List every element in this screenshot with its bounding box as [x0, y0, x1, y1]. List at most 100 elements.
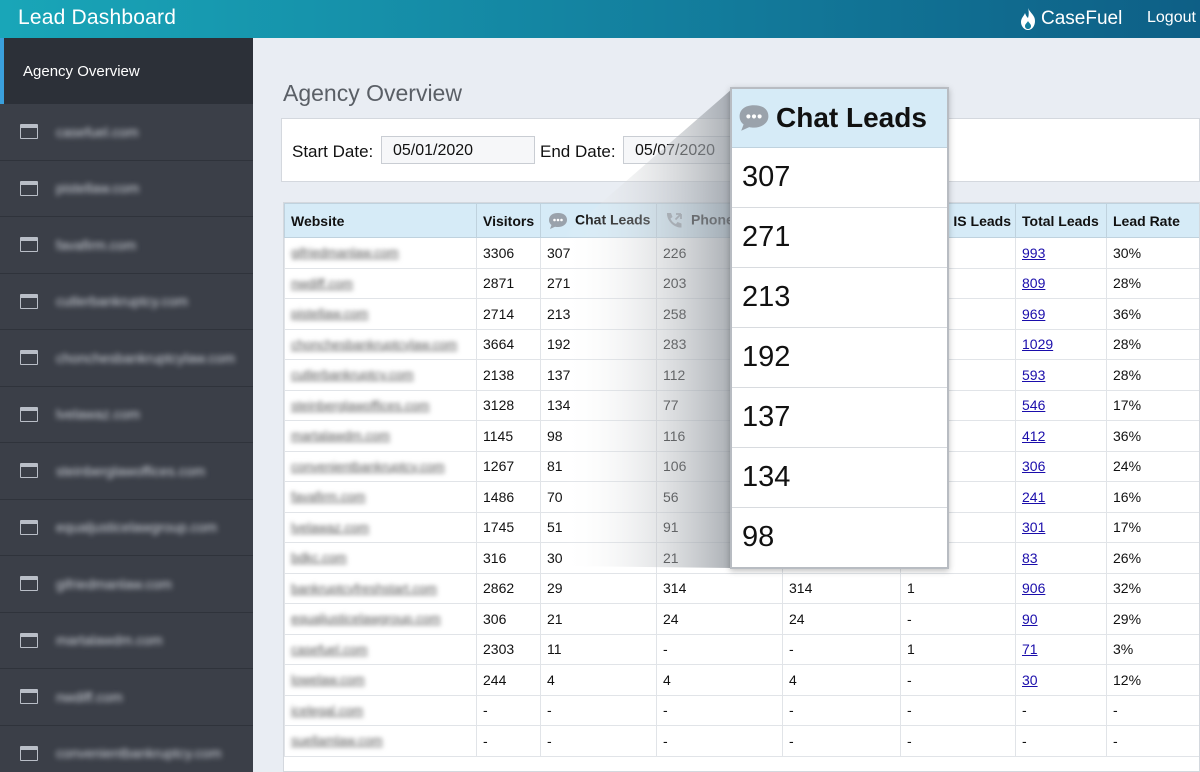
- col-header-lead-rate[interactable]: Lead Rate: [1106, 203, 1199, 238]
- cell-rate: 26%: [1106, 542, 1199, 574]
- total-leads-link[interactable]: 546: [1022, 397, 1046, 414]
- sidebar-item-site[interactable]: steinberglawoffices.com: [0, 443, 253, 500]
- sidebar-item-site[interactable]: nwdiff.com: [0, 669, 253, 726]
- cell-rate: 30%: [1106, 237, 1199, 269]
- website-link[interactable]: favafirm.com: [284, 481, 477, 513]
- zoom-value-row: 307: [732, 148, 947, 208]
- total-leads-link[interactable]: 306: [1022, 458, 1046, 475]
- cell-sms: -: [900, 694, 1016, 726]
- sidebar-item-site[interactable]: chonchesbankruptcylaw.com: [0, 330, 253, 387]
- sidebar-item-site[interactable]: favafirm.com: [0, 217, 253, 274]
- total-leads-link[interactable]: 241: [1022, 488, 1046, 505]
- website-link[interactable]: cutlerbankruptcy.com: [284, 359, 477, 391]
- zoom-value-row: 192: [732, 328, 947, 388]
- cell-phone: 24: [656, 603, 783, 635]
- sidebar-item-label: equaljusticelawgroup.com: [56, 519, 218, 536]
- total-leads-link[interactable]: 412: [1022, 427, 1046, 444]
- cell-visitors: 2138: [476, 359, 541, 391]
- col-header-total-leads[interactable]: Total Leads: [1015, 203, 1107, 238]
- total-leads-link[interactable]: 90: [1022, 610, 1038, 627]
- sidebar-item-site[interactable]: gifriedmanlaw.com: [0, 556, 253, 613]
- cell-visitors: 3128: [476, 389, 541, 421]
- total-leads-link[interactable]: 30: [1022, 671, 1038, 688]
- website-link[interactable]: martalawdm.com: [284, 420, 477, 452]
- window-icon: [20, 745, 38, 761]
- cell-visitors: 3664: [476, 328, 541, 360]
- zoom-value-row: 134: [732, 448, 947, 508]
- zoom-values: 307 271 213 192 137 134 98: [732, 148, 947, 567]
- window-icon: [20, 519, 38, 535]
- zoom-value-row: 213: [732, 268, 947, 328]
- cell-visitors: 2303: [476, 633, 541, 665]
- sidebar-item-site[interactable]: lvelawaz.com: [0, 387, 253, 443]
- sidebar-item-site[interactable]: convenientbankruptcy.com: [0, 726, 253, 772]
- cell-rate: 16%: [1106, 481, 1199, 513]
- cell-total: 906: [1015, 572, 1107, 604]
- website-link[interactable]: pistellaw.com: [284, 298, 477, 330]
- website-link[interactable]: equaljusticelawgroup.com: [284, 603, 477, 635]
- logout-link[interactable]: Logout: [1147, 9, 1196, 26]
- sidebar-item-label: Agency Overview: [23, 62, 140, 80]
- cell-chat: 137: [540, 359, 657, 391]
- website-link[interactable]: bdkc.com: [284, 542, 477, 574]
- website-link[interactable]: icelegal.com: [284, 694, 477, 726]
- website-link[interactable]: lowelaw.com: [284, 664, 477, 696]
- start-date-input[interactable]: 05/01/2020: [381, 136, 535, 164]
- total-leads-link[interactable]: 906: [1022, 580, 1046, 597]
- sidebar-item-site[interactable]: equaljusticelawgroup.com: [0, 500, 253, 556]
- website-link[interactable]: chonchesbankruptcylaw.com: [284, 328, 477, 360]
- total-leads-link[interactable]: 83: [1022, 549, 1038, 566]
- cell-visitors: 316: [476, 542, 541, 574]
- sidebar-item-agency-overview[interactable]: Agency Overview: [0, 38, 253, 104]
- col-header-website[interactable]: Website: [284, 203, 477, 238]
- col-header-visitors[interactable]: Visitors: [476, 203, 541, 238]
- sidebar-item-label: lvelawaz.com: [56, 406, 141, 423]
- total-leads-link[interactable]: 969: [1022, 305, 1046, 322]
- sidebar-item-site[interactable]: cutlerbankruptcy.com: [0, 274, 253, 330]
- cell-rate: -: [1106, 694, 1199, 726]
- cell-total: 83: [1015, 542, 1107, 574]
- cell-visitors: -: [476, 694, 541, 726]
- end-date-input[interactable]: 05/07/2020: [623, 136, 731, 164]
- window-icon: [20, 124, 38, 140]
- sidebar-item-site[interactable]: casefuel.com: [0, 104, 253, 161]
- top-bar: Lead Dashboard CaseFuel Logout: [0, 0, 1200, 38]
- sidebar: Agency Overview casefuel.com pistellaw.co…: [0, 38, 253, 772]
- total-leads-link[interactable]: 1029: [1022, 336, 1054, 353]
- sidebar-item-site[interactable]: pistellaw.com: [0, 161, 253, 217]
- cell-visitors: 3306: [476, 237, 541, 269]
- sidebar-item-label: nwdiff.com: [56, 688, 123, 705]
- window-icon: [20, 406, 38, 422]
- website-link[interactable]: lvelawaz.com: [284, 511, 477, 543]
- total-leads-link[interactable]: 301: [1022, 519, 1046, 536]
- sidebar-item-site[interactable]: martalawdm.com: [0, 613, 253, 669]
- cell-chat: 51: [540, 511, 657, 543]
- total-leads-link[interactable]: 993: [1022, 244, 1046, 261]
- total-leads-link[interactable]: 593: [1022, 366, 1046, 383]
- cell-rate: -: [1106, 725, 1199, 757]
- sidebar-item-label: steinberglawoffices.com: [56, 462, 206, 479]
- cell-visitors: 1745: [476, 511, 541, 543]
- total-leads-link[interactable]: 71: [1022, 641, 1038, 658]
- total-leads-link[interactable]: 809: [1022, 275, 1046, 292]
- website-link[interactable]: convenientbankruptcy.com: [284, 450, 477, 482]
- website-link[interactable]: suellamlaw.com: [284, 725, 477, 757]
- cell-rate: 28%: [1106, 328, 1199, 360]
- col-header-chat-leads[interactable]: Chat Leads: [540, 203, 657, 238]
- cell-c4: 314: [782, 572, 901, 604]
- website-link[interactable]: gifriedmanlaw.com: [284, 237, 477, 269]
- cell-rate: 24%: [1106, 450, 1199, 482]
- cell-c4: -: [782, 694, 901, 726]
- cell-total: -: [1015, 694, 1107, 726]
- website-link[interactable]: nwdiff.com: [284, 267, 477, 299]
- cell-total: 241: [1015, 481, 1107, 513]
- sidebar-item-label: gifriedmanlaw.com: [56, 575, 172, 592]
- sidebar-item-label: cutlerbankruptcy.com: [56, 293, 189, 310]
- cell-total: 412: [1015, 420, 1107, 452]
- table-row: icelegal.com - - - - - - -: [284, 694, 1199, 726]
- cell-total: 809: [1015, 267, 1107, 299]
- start-date-label: Start Date:: [292, 142, 374, 161]
- website-link[interactable]: casefuel.com: [284, 633, 477, 665]
- website-link[interactable]: steinberglawoffices.com: [284, 389, 477, 421]
- website-link[interactable]: bankruptcyfreshstart.com: [284, 572, 477, 604]
